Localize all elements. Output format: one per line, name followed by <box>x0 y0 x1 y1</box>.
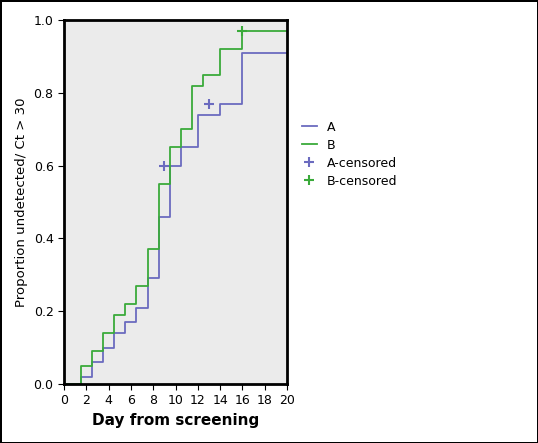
B <box>89 349 95 354</box>
Y-axis label: Proportion undetected/ Ct > 30: Proportion undetected/ Ct > 30 <box>15 97 28 307</box>
B <box>155 181 162 187</box>
B <box>178 127 185 132</box>
A <box>155 214 162 219</box>
A <box>183 145 190 150</box>
B <box>111 312 117 318</box>
B <box>228 47 235 52</box>
B <box>261 28 268 34</box>
A <box>77 374 84 379</box>
B <box>150 247 157 252</box>
A <box>167 163 173 168</box>
A <box>273 50 279 55</box>
A <box>178 145 185 150</box>
A <box>89 360 95 365</box>
A <box>284 50 291 55</box>
Legend: A, B, A-censored, B-censored: A, B, A-censored, B-censored <box>298 117 401 192</box>
A <box>94 360 101 365</box>
A <box>150 276 157 281</box>
B <box>133 283 140 288</box>
A <box>139 305 145 310</box>
B <box>172 145 179 150</box>
A <box>117 330 123 336</box>
A <box>239 50 246 55</box>
Line: B: B <box>75 31 287 384</box>
B <box>77 363 84 369</box>
B <box>217 47 223 52</box>
A <box>105 345 112 350</box>
B <box>250 28 257 34</box>
B <box>195 83 201 88</box>
B <box>105 330 112 336</box>
B <box>128 301 134 307</box>
A <box>217 101 223 106</box>
A <box>261 50 268 55</box>
A <box>161 214 167 219</box>
A <box>100 345 106 350</box>
A <box>83 374 89 379</box>
A <box>122 319 129 325</box>
B <box>206 72 212 77</box>
B <box>284 28 291 34</box>
B <box>83 363 89 369</box>
B <box>100 330 106 336</box>
A <box>195 112 201 117</box>
B <box>94 349 101 354</box>
Line: A: A <box>75 53 287 384</box>
B <box>189 83 195 88</box>
B <box>200 72 207 77</box>
B <box>72 381 79 387</box>
B <box>144 247 151 252</box>
B <box>161 181 167 187</box>
B <box>239 28 246 34</box>
A <box>206 112 212 117</box>
A <box>72 381 79 387</box>
A <box>250 50 257 55</box>
B <box>117 312 123 318</box>
A <box>111 330 117 336</box>
A <box>128 319 134 325</box>
B <box>139 283 145 288</box>
B <box>122 301 129 307</box>
B <box>273 28 279 34</box>
X-axis label: Day from screening: Day from screening <box>92 413 259 428</box>
B <box>167 145 173 150</box>
A <box>133 305 140 310</box>
A <box>172 163 179 168</box>
B <box>183 127 190 132</box>
A <box>144 276 151 281</box>
A <box>228 101 235 106</box>
